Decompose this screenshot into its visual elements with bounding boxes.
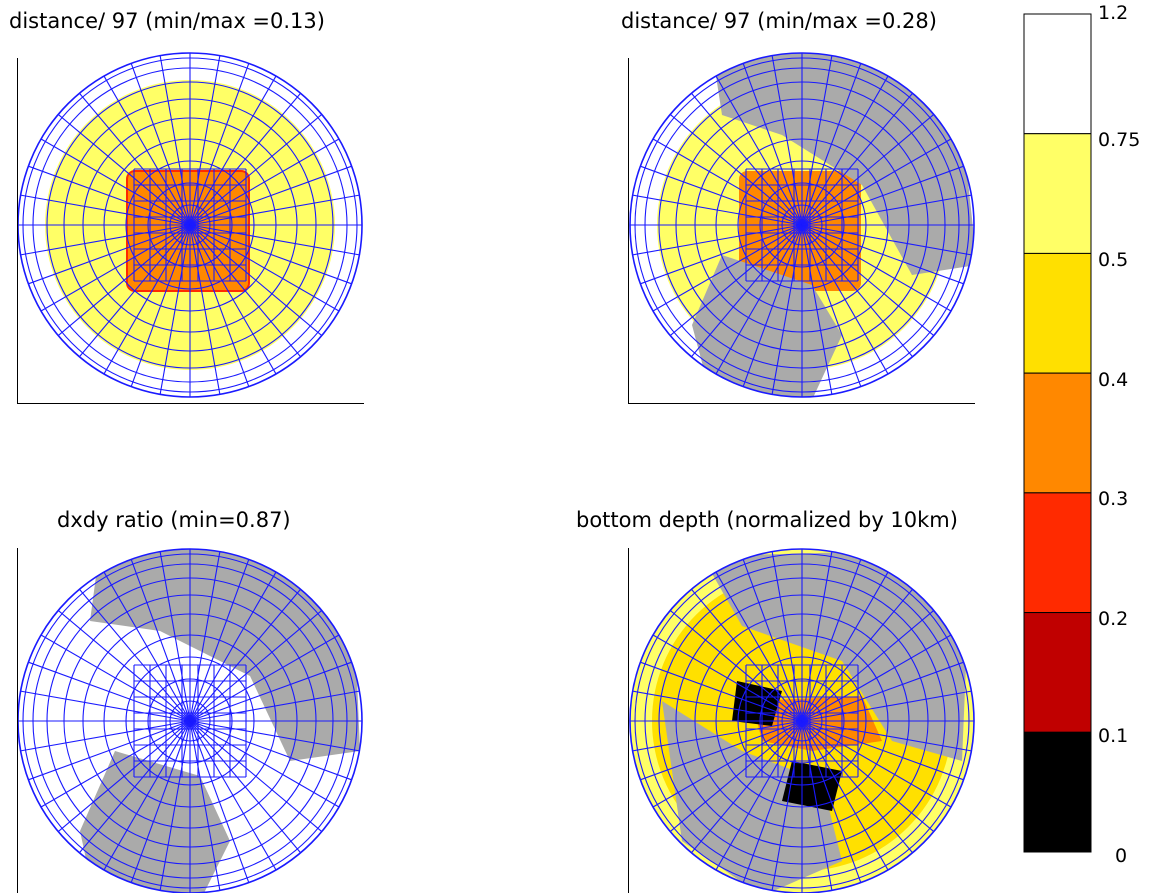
- colorbar-label-0.5: 0.5: [1098, 249, 1129, 271]
- colorbar-segment-0: [1023, 731, 1092, 853]
- panel-2-y-axis: [628, 58, 629, 404]
- panel-1-x-axis: [17, 403, 364, 404]
- colorbar-segment-6: [1023, 13, 1092, 135]
- panel-1-title: distance/ 97 (min/max =0.13): [9, 9, 325, 33]
- colorbar-label-0.3: 0.3: [1098, 488, 1129, 510]
- panel-3-y-axis: [17, 548, 18, 893]
- panel-2-title: distance/ 97 (min/max =0.28): [621, 9, 937, 33]
- panel-2-x-axis: [628, 403, 975, 404]
- panel-4-y-axis: [628, 548, 629, 893]
- panel-4-title: bottom depth (normalized by 10km): [576, 508, 958, 532]
- colorbar-label-0.75: 0.75: [1098, 129, 1141, 151]
- colorbar-segment-3: [1023, 372, 1092, 494]
- colorbar-label-0: 0: [1115, 845, 1128, 867]
- panel-3-title: dxdy ratio (min=0.87): [57, 508, 291, 532]
- colorbar-label-0.2: 0.2: [1098, 608, 1129, 630]
- colorbar-segment-1: [1023, 612, 1092, 733]
- panel-1-y-axis: [17, 58, 18, 404]
- colorbar-label-0.4: 0.4: [1098, 369, 1129, 391]
- colorbar-label-1.2: 1.2: [1098, 2, 1129, 24]
- colorbar-segment-2: [1023, 492, 1092, 614]
- colorbar-segment-5: [1023, 133, 1092, 254]
- colorbar-label-0.1: 0.1: [1098, 725, 1129, 747]
- colorbar-segment-4: [1023, 252, 1092, 374]
